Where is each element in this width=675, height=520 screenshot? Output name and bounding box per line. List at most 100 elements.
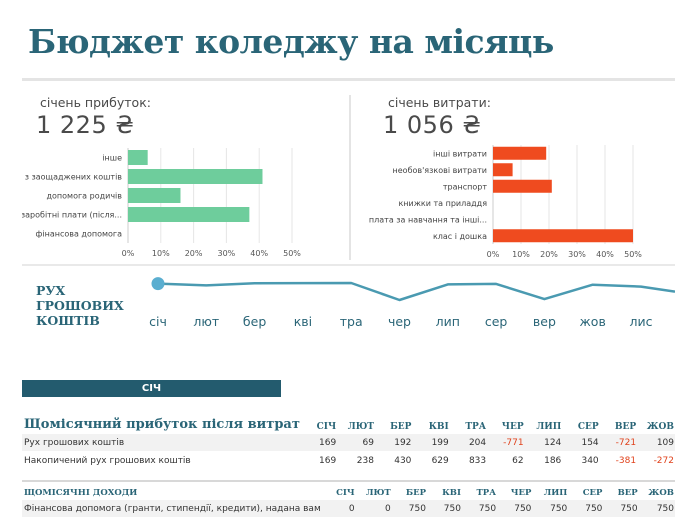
table-cell: 62 (487, 451, 525, 470)
table-cell: -381 (599, 451, 638, 470)
cash-flow-title-line: КОШТІВ (36, 313, 100, 328)
table-row: Накопичений рух грошових коштів 169 238 … (22, 451, 675, 470)
row-label: Рух грошових коштів (22, 434, 300, 452)
table-cell: 204 (449, 434, 488, 452)
table-cell: 750 (461, 500, 498, 518)
column-header: ЛИП (536, 422, 562, 432)
column-header: КВІ (428, 422, 449, 432)
table-cell: 0 (355, 500, 392, 518)
table-cell: 192 (374, 434, 413, 452)
table-cell: 750 (568, 500, 604, 518)
bar-category-label: інші витрати (433, 149, 487, 158)
month-label: бер (243, 314, 266, 329)
x-tick-label: 20% (185, 249, 203, 258)
bar-category-label: клас і дошка (433, 232, 487, 241)
column-header: ВЕР (603, 480, 639, 500)
column-header: БЕР (390, 422, 412, 432)
cash-flow-title: РУХ ГРОШОВИХ КОШТІВ (36, 283, 124, 328)
bar-category-label: інше (102, 154, 122, 163)
column-header: ЛИП (532, 480, 569, 500)
bar (493, 163, 513, 177)
page-title: Бюджет коледжу на місяць (28, 22, 554, 61)
bar-category-label: допомога родичів (47, 192, 123, 201)
table-cell: 0 (320, 500, 356, 518)
table-cell: 430 (374, 451, 413, 470)
column-header: СЕР (577, 422, 599, 432)
cash-flow-line (157, 281, 675, 302)
net-income-table: Щомісячний прибуток після витрат СІЧ ЛЮТ… (22, 410, 675, 470)
monthly-income-table: ЩОМІСЯЧНІ ДОХОДИ СІЧ ЛЮТ БЕР КВІ ТРА ЧЕР… (22, 480, 675, 518)
income-total: 1 225 ₴ (36, 111, 135, 139)
table-cell: 750 (603, 500, 639, 518)
bar-category-label: необов'язкові витрати (393, 166, 487, 175)
bar-category-label: фінансова допомога (36, 230, 123, 239)
bar (128, 207, 250, 222)
column-header: БЕР (391, 480, 427, 500)
monthly-income-heading: ЩОМІСЯЧНІ ДОХОДИ (22, 480, 321, 500)
table-cell: 629 (412, 451, 450, 470)
net-income-header-row: Щомісячний прибуток після витрат СІЧ ЛЮТ… (22, 410, 675, 434)
table-cell: -721 (599, 434, 638, 452)
table-cell: 169 (299, 451, 338, 470)
table-cell: 199 (412, 434, 450, 452)
bar-category-label: з заощаджених коштів (25, 173, 123, 182)
month-label: жов (580, 314, 606, 329)
section-divider (22, 264, 675, 266)
column-header: ЧЕР (497, 480, 533, 500)
x-tick-label: 50% (624, 250, 642, 259)
table-cell: 340 (562, 451, 600, 470)
expense-label: січень витрати: (388, 95, 491, 110)
table-cell: 169 (299, 434, 338, 452)
table-cell: 750 (391, 500, 427, 518)
x-tick-label: 40% (250, 249, 268, 258)
bar (128, 188, 181, 203)
x-tick-label: 10% (512, 250, 530, 259)
title-divider (22, 78, 675, 81)
bar (493, 146, 547, 160)
bar (493, 229, 633, 243)
month-label: лип (436, 314, 460, 329)
month-label: лют (193, 314, 219, 329)
month-label: січ (149, 314, 167, 329)
expense-bar-chart[interactable]: 0% 10% 20% 30% 40% 50% інші витрати необов'язко… (352, 143, 675, 265)
table-cell: -272 (637, 451, 675, 470)
table-cell: 109 (637, 434, 675, 452)
month-label: лис (630, 314, 653, 329)
table-cell: 238 (337, 451, 375, 470)
x-tick-label: 0% (122, 249, 135, 258)
column-header: ЧЕР (501, 422, 524, 432)
row-label: Фінансова допомога (гранти, стипендії, к… (22, 500, 321, 518)
income-bar-chart[interactable]: 0% 10% 20% 30% 40% 50% інше з заощаджених кошті… (22, 145, 312, 265)
column-header: ТРА (465, 422, 487, 432)
table-cell: 186 (524, 451, 563, 470)
table-row: Фінансова допомога (гранти, стипендії, к… (22, 500, 675, 518)
table-cell: 124 (524, 434, 563, 452)
month-selector[interactable]: СІЧ (22, 380, 281, 397)
column-header: СІЧ (320, 480, 356, 500)
month-label: кві (294, 314, 312, 329)
bar (128, 169, 263, 184)
x-tick-label: 10% (152, 249, 170, 258)
bar (128, 150, 148, 165)
bar-category-label: книжки та приладдя (398, 199, 487, 208)
table-cell: 750 (532, 500, 569, 518)
column-header: ЖОВ (646, 422, 674, 432)
bar-category-label: транспорт (443, 182, 487, 191)
x-tick-label: 30% (568, 250, 586, 259)
bar-category-label: плата за навчання та інші... (369, 215, 487, 224)
bar-category-label: заробітні плати (після... (22, 211, 122, 220)
column-header: ЛЮТ (347, 422, 374, 432)
income-label: січень прибуток: (40, 95, 151, 110)
month-label: тра (340, 314, 363, 329)
column-header: ЛЮТ (355, 480, 392, 500)
cash-flow-chart[interactable]: січ лют бер кві тра чер лип сер вер жов лис (140, 272, 675, 337)
month-label: вер (533, 314, 556, 329)
table-cell: 750 (638, 500, 675, 518)
bar (493, 179, 552, 193)
column-header: ВЕР (614, 422, 637, 432)
cash-flow-title-line: РУХ (36, 283, 66, 298)
table-row: Рух грошових коштів 169 69 192 199 204 -… (22, 434, 675, 452)
column-header: КВІ (426, 480, 462, 500)
x-tick-label: 30% (218, 249, 236, 258)
table-cell: 154 (562, 434, 600, 452)
